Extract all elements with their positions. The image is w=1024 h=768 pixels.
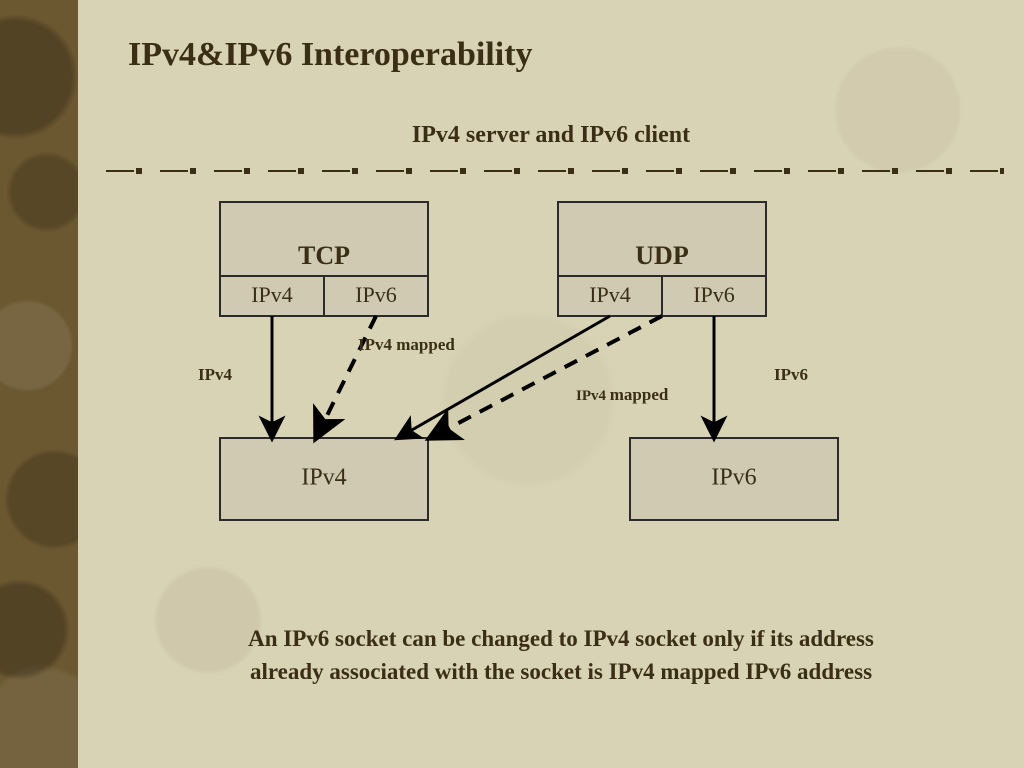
svg-text:IPv4: IPv4 xyxy=(589,282,631,307)
interop-diagram: TCPIPv4IPv6UDPIPv4IPv6IPv4IPv6IPv4IPv4 m… xyxy=(78,0,1024,600)
edge-label: IPv4 mapped xyxy=(576,385,669,404)
svg-text:TCP: TCP xyxy=(298,241,350,270)
svg-text:IPv4: IPv4 xyxy=(251,282,293,307)
svg-text:IPv6: IPv6 xyxy=(693,282,735,307)
svg-text:UDP: UDP xyxy=(635,241,689,270)
edge-label: IPv4 mapped xyxy=(358,335,455,354)
slide-caption: An IPv6 socket can be changed to IPv4 so… xyxy=(138,622,984,689)
edge-label: IPv4 xyxy=(198,365,233,384)
decorative-left-strip xyxy=(0,0,78,768)
caption-line-2: already associated with the socket is IP… xyxy=(250,659,872,684)
caption-line-1: An IPv6 socket can be changed to IPv4 so… xyxy=(248,626,874,651)
svg-text:IPv6: IPv6 xyxy=(711,465,756,491)
edge-label: IPv6 xyxy=(774,365,808,384)
svg-text:IPv4: IPv4 xyxy=(301,465,346,491)
arrow-udp-ipv4-mapped xyxy=(430,316,662,438)
svg-text:IPv6: IPv6 xyxy=(355,282,397,307)
slide-body: IPv4&IPv6 Interoperability IPv4 server a… xyxy=(78,0,1024,768)
